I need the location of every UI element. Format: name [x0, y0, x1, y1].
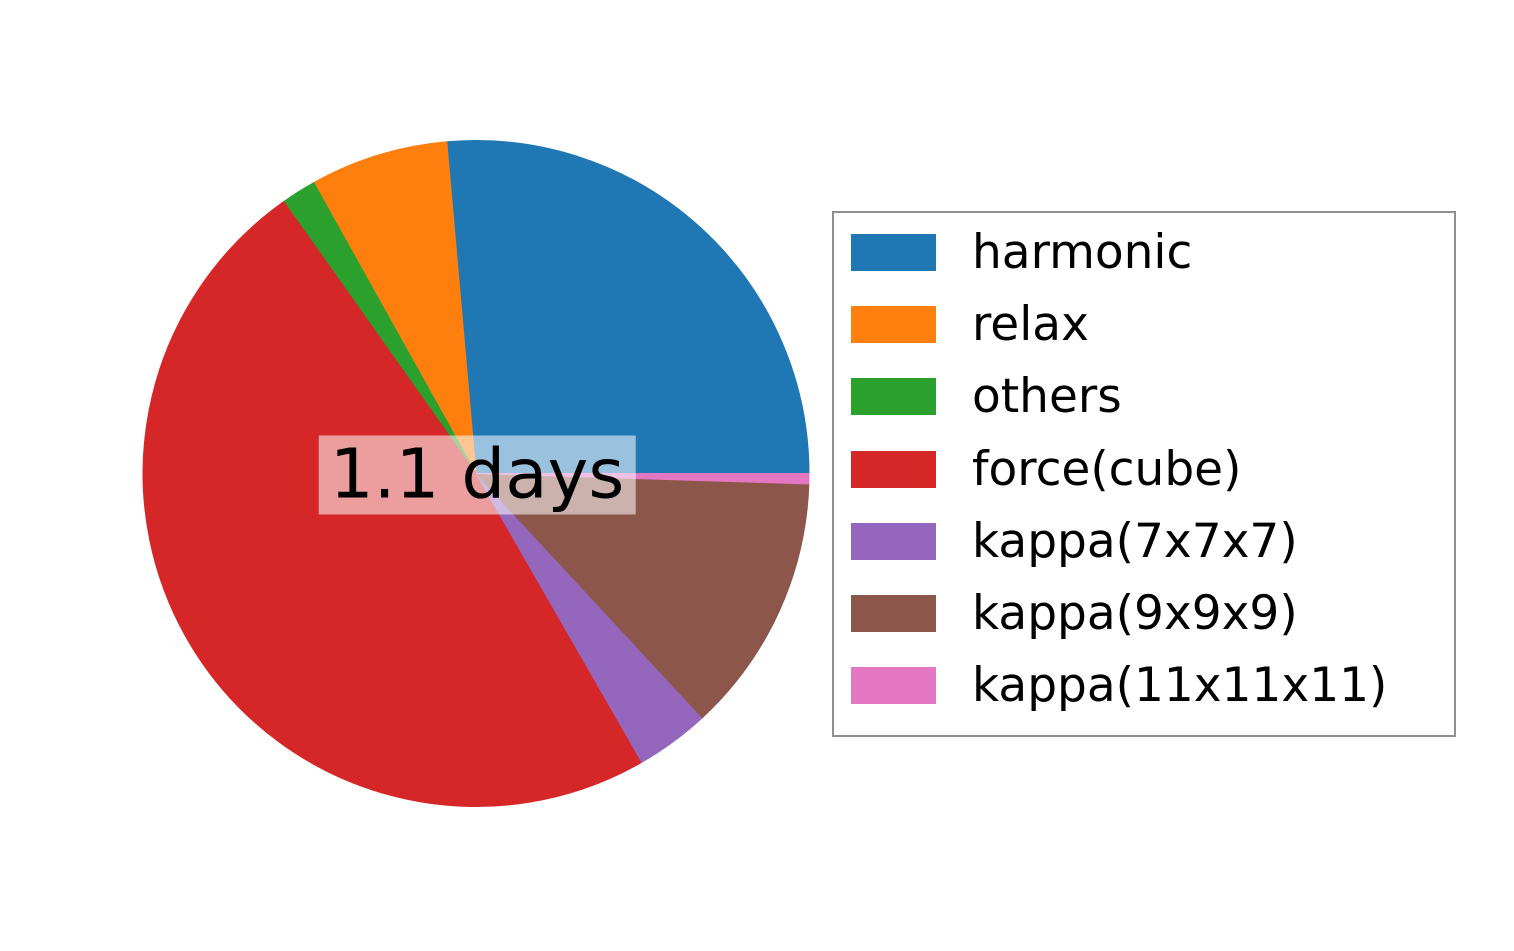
legend-item-kappa(7x7x7): kappa(7x7x7) [834, 505, 1454, 577]
legend-swatch-kappa(7x7x7) [851, 522, 936, 560]
pie-slice-kappa(9x9x9) [474, 472, 810, 719]
legend-label: harmonic [972, 224, 1193, 280]
legend-swatch-relax [851, 305, 936, 343]
legend-item-harmonic: harmonic [834, 216, 1454, 288]
pie-slice-harmonic [446, 140, 810, 474]
legend-items: harmonic relax others force(cube) kappa(7x7x… [834, 216, 1454, 722]
legend-label: kappa(7x7x7) [972, 513, 1298, 569]
legend-swatch-kappa(9x9x9) [851, 595, 936, 633]
legend-swatch-force(cube) [851, 450, 936, 488]
legend-label: others [972, 369, 1122, 425]
legend-item-relax: relax [834, 288, 1454, 360]
legend-swatch-harmonic [851, 233, 936, 271]
pie-slice-relax [313, 141, 477, 474]
legend-item-others: others [834, 361, 1454, 433]
legend-label: kappa(9x9x9) [972, 586, 1298, 642]
legend-label: kappa(11x11x11) [972, 658, 1388, 714]
legend-item-kappa(9x9x9): kappa(9x9x9) [834, 577, 1454, 649]
legend-item-kappa(11x11x11): kappa(11x11x11) [834, 650, 1454, 722]
legend-label: force(cube) [972, 441, 1242, 497]
legend-label: relax [972, 296, 1089, 352]
legend-item-force(cube): force(cube) [834, 433, 1454, 505]
center-label: 1.1 days [318, 435, 636, 515]
legend-swatch-kappa(11x11x11) [851, 667, 936, 705]
legend-swatch-others [851, 378, 936, 416]
legend: harmonic relax others force(cube) kappa(7x7x… [832, 211, 1456, 737]
